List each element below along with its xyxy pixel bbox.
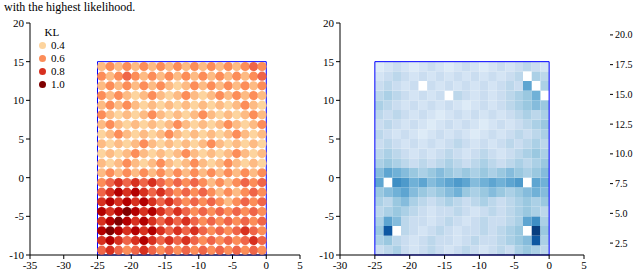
svg-text:5: 5 [19,133,25,145]
svg-text:-20: -20 [402,259,417,271]
svg-text:10: 10 [323,94,335,106]
svg-text:-5: -5 [228,259,238,271]
svg-text:-25: -25 [368,259,383,271]
svg-text:-5: -5 [510,259,520,271]
svg-text:-30: -30 [56,259,71,271]
svg-text:12.5: 12.5 [615,119,632,130]
svg-text:-10: -10 [9,249,24,261]
svg-text:20: 20 [13,17,25,29]
svg-text:15.0: 15.0 [615,89,632,100]
svg-text:5: 5 [329,133,335,145]
svg-text:-35: -35 [23,259,38,271]
html-text:1.0: 1.0 [51,78,65,90]
svg-text:-10: -10 [191,259,206,271]
svg-text:2.5: 2.5 [615,238,628,249]
svg-text:5: 5 [297,259,303,271]
svg-text:5.0: 5.0 [615,208,628,219]
svg-text:10: 10 [13,94,25,106]
svg-text:-10: -10 [472,259,487,271]
svg-text:-15: -15 [158,259,173,271]
svg-text:15: 15 [323,56,335,68]
svg-text:0: 0 [264,259,270,271]
html-text:with the highest likelihood.: with the highest likelihood. [4,0,136,14]
svg-text:7.5: 7.5 [615,178,628,189]
svg-text:0: 0 [19,172,25,184]
svg-text:20: 20 [323,17,335,29]
svg-text:-5: -5 [325,210,335,222]
svg-text:0: 0 [546,259,552,271]
svg-text:0: 0 [329,172,335,184]
svg-text:20.0: 20.0 [615,29,632,40]
svg-text:-30: -30 [333,259,348,271]
svg-text:10.0: 10.0 [615,148,632,159]
html-text:KL: KL [44,26,60,38]
html-text:0.6: 0.6 [51,52,65,64]
svg-text:-5: -5 [15,210,25,222]
svg-text:-10: -10 [319,249,334,261]
svg-text:-15: -15 [437,259,452,271]
svg-text:-25: -25 [90,259,105,271]
svg-text:17.5: 17.5 [615,59,632,70]
svg-text:-20: -20 [124,259,139,271]
svg-text:5: 5 [581,259,587,271]
html-text:0.4: 0.4 [51,39,65,51]
svg-text:15: 15 [13,56,25,68]
html-text:0.8: 0.8 [51,65,65,77]
